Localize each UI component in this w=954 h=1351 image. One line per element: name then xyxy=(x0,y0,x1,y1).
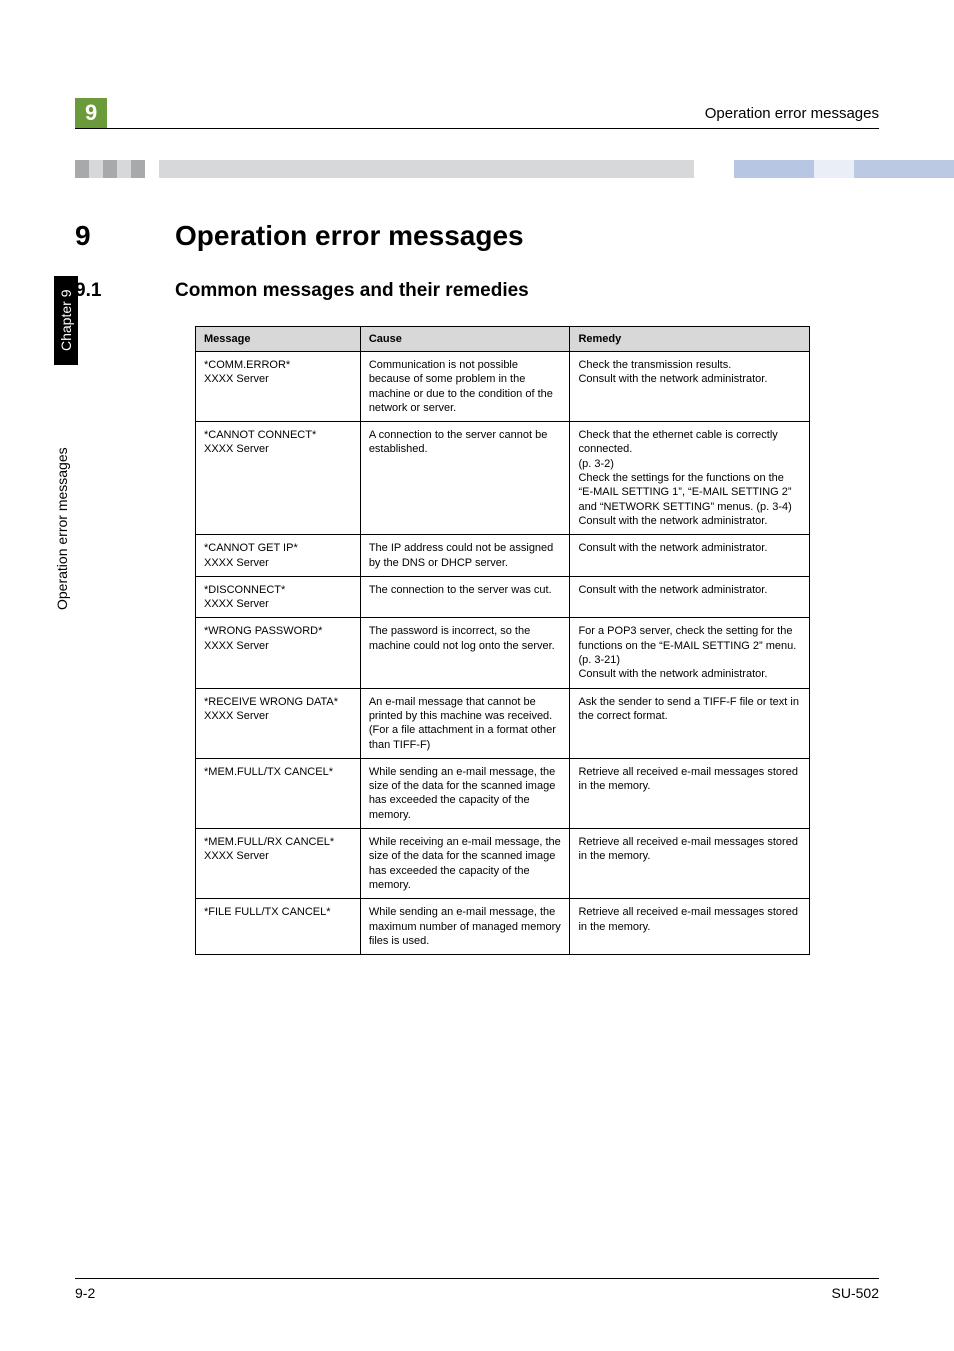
cell-message: *FILE FULL/TX CANCEL* xyxy=(196,899,361,955)
cell-cause: An e-mail message that cannot be printed… xyxy=(360,688,570,758)
cell-message: *MEM.FULL/TX CANCEL* xyxy=(196,758,361,828)
chapter-badge: 9 xyxy=(75,98,107,128)
table-row: *MEM.FULL/TX CANCEL*While sending an e-m… xyxy=(196,758,810,828)
running-head: Operation error messages xyxy=(705,105,879,122)
cell-message: *RECEIVE WRONG DATA* XXXX Server xyxy=(196,688,361,758)
table-row: *DISCONNECT* XXXX ServerThe connection t… xyxy=(196,576,810,618)
table-row: *FILE FULL/TX CANCEL*While sending an e-… xyxy=(196,899,810,955)
col-message: Message xyxy=(196,327,361,352)
cell-message: *CANNOT GET IP* XXXX Server xyxy=(196,535,361,577)
header-rule xyxy=(75,128,879,129)
table-row: *CANNOT GET IP* XXXX ServerThe IP addres… xyxy=(196,535,810,577)
cell-remedy: Ask the sender to send a TIFF-F file or … xyxy=(570,688,810,758)
cell-cause: Communication is not possible because of… xyxy=(360,352,570,422)
page-footer: 9-2 SU-502 xyxy=(75,1278,879,1301)
sidebar-section-label: Operation error messages xyxy=(54,447,70,610)
cell-cause: The connection to the server was cut. xyxy=(360,576,570,618)
cell-cause: The IP address could not be assigned by … xyxy=(360,535,570,577)
cell-message: *CANNOT CONNECT* XXXX Server xyxy=(196,422,361,535)
cell-cause: While receiving an e-mail message, the s… xyxy=(360,829,570,899)
subsection-heading: 9.1Common messages and their remedies xyxy=(75,280,879,302)
table-row: *COMM.ERROR* XXXX ServerCommunication is… xyxy=(196,352,810,422)
cell-cause: The password is incorrect, so the machin… xyxy=(360,618,570,688)
cell-remedy: For a POP3 server, check the setting for… xyxy=(570,618,810,688)
section-title-text: Operation error messages xyxy=(175,220,524,251)
table-row: *CANNOT CONNECT* XXXX ServerA connection… xyxy=(196,422,810,535)
cell-remedy: Check that the ethernet cable is correct… xyxy=(570,422,810,535)
cell-message: *MEM.FULL/RX CANCEL* XXXX Server xyxy=(196,829,361,899)
cell-remedy: Retrieve all received e-mail messages st… xyxy=(570,758,810,828)
cell-remedy: Retrieve all received e-mail messages st… xyxy=(570,829,810,899)
cell-cause: While sending an e-mail message, the siz… xyxy=(360,758,570,828)
cell-remedy: Check the transmission results. Consult … xyxy=(570,352,810,422)
subsection-title-text: Common messages and their remedies xyxy=(175,280,529,301)
footer-rule xyxy=(75,1278,879,1279)
cell-remedy: Consult with the network administrator. xyxy=(570,576,810,618)
cell-message: *COMM.ERROR* XXXX Server xyxy=(196,352,361,422)
cell-cause: A connection to the server cannot be est… xyxy=(360,422,570,535)
table-row: *MEM.FULL/RX CANCEL* XXXX ServerWhile re… xyxy=(196,829,810,899)
cell-remedy: Retrieve all received e-mail messages st… xyxy=(570,899,810,955)
cell-cause: While sending an e-mail message, the max… xyxy=(360,899,570,955)
section-heading: 9Operation error messages xyxy=(75,220,879,252)
col-cause: Cause xyxy=(360,327,570,352)
section-number: 9 xyxy=(75,220,175,252)
decorative-bar xyxy=(75,160,954,178)
footer-page-number: 9-2 xyxy=(75,1285,95,1301)
table-header-row: Message Cause Remedy xyxy=(196,327,810,352)
table-row: *RECEIVE WRONG DATA* XXXX ServerAn e-mai… xyxy=(196,688,810,758)
subsection-number: 9.1 xyxy=(75,280,175,302)
table-row: *WRONG PASSWORD* XXXX ServerThe password… xyxy=(196,618,810,688)
cell-message: *DISCONNECT* XXXX Server xyxy=(196,576,361,618)
sidebar-chapter-label: Chapter 9 xyxy=(54,276,78,365)
cell-remedy: Consult with the network administrator. xyxy=(570,535,810,577)
footer-doc-id: SU-502 xyxy=(832,1285,879,1301)
col-remedy: Remedy xyxy=(570,327,810,352)
cell-message: *WRONG PASSWORD* XXXX Server xyxy=(196,618,361,688)
messages-table: Message Cause Remedy *COMM.ERROR* XXXX S… xyxy=(195,326,810,955)
